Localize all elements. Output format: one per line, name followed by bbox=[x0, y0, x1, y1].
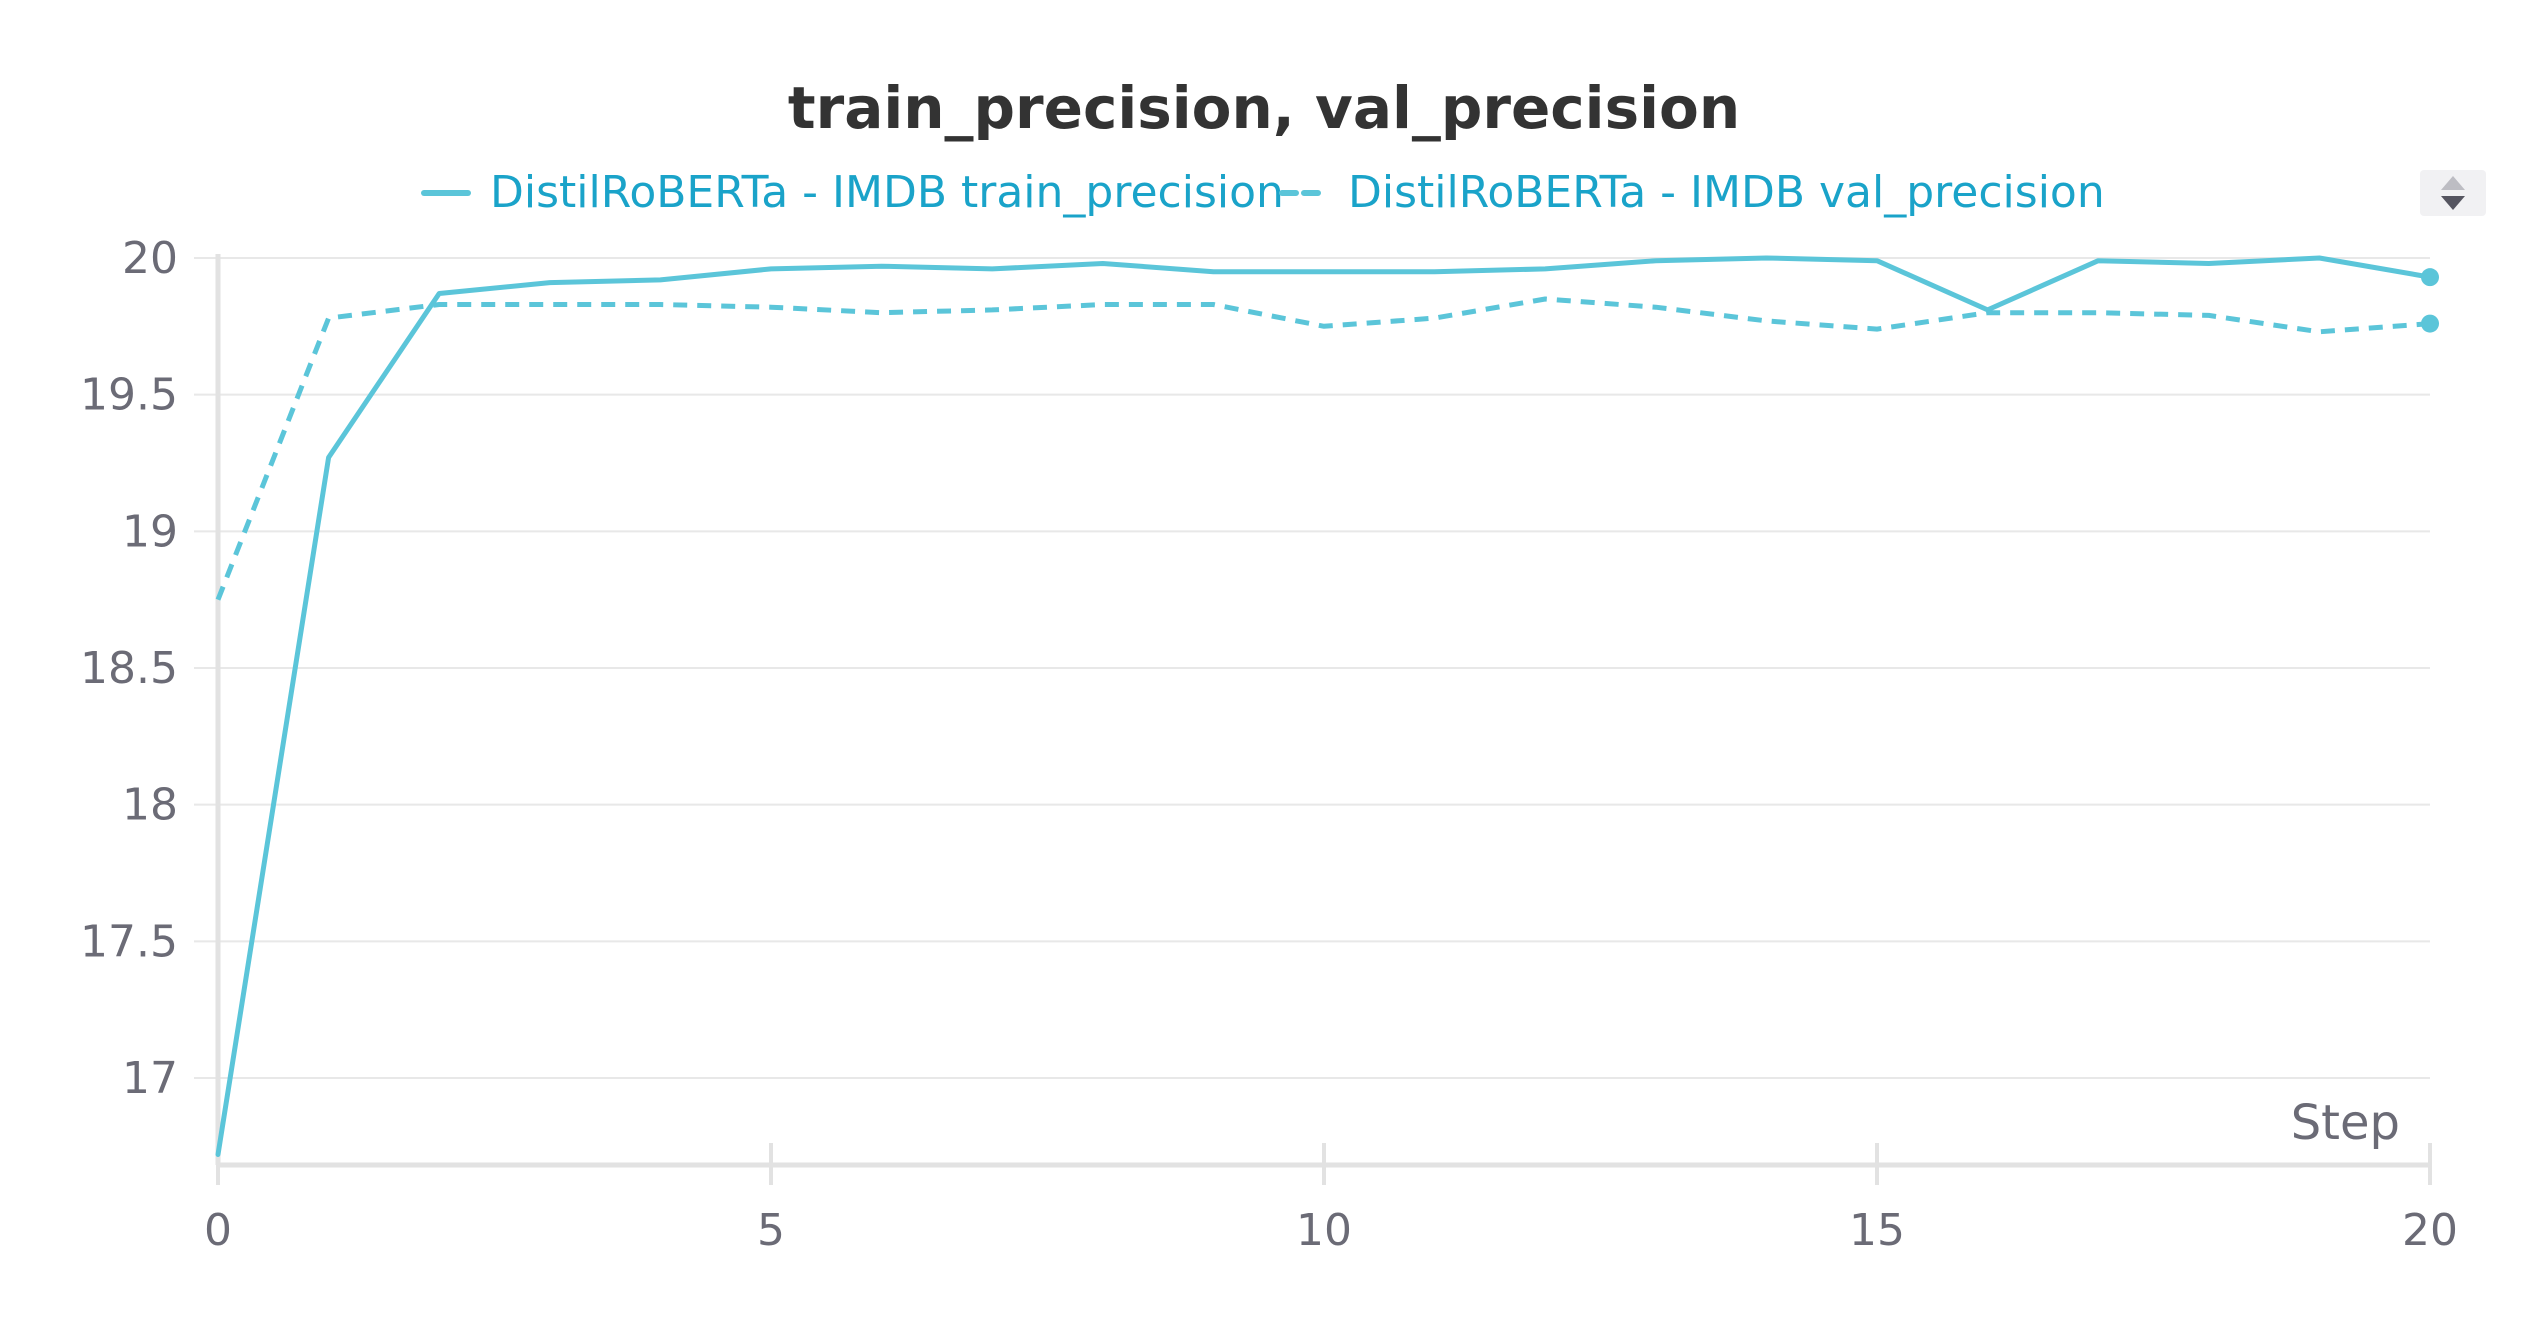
y-tick-label: 19 bbox=[122, 506, 178, 557]
series-line-val-precision bbox=[215, 296, 2431, 601]
legend-scroll-button[interactable] bbox=[2420, 170, 2486, 216]
y-tick-label: 18.5 bbox=[80, 643, 178, 694]
x-tick-label: 15 bbox=[1849, 1205, 1905, 1256]
gridlines bbox=[194, 257, 2430, 1079]
legend: DistilRoBERTa - IMDB train_precision Dis… bbox=[421, 167, 2486, 218]
x-tick-label: 0 bbox=[204, 1205, 232, 1256]
x-tick-label: 10 bbox=[1296, 1205, 1352, 1256]
series-line-train-precision bbox=[215, 255, 2433, 1157]
y-tick-label: 19.5 bbox=[80, 370, 178, 421]
x-tick-label: 5 bbox=[757, 1205, 785, 1256]
end-point-train-precision bbox=[2421, 268, 2439, 287]
legend-label-val: DistilRoBERTa - IMDB val_precision bbox=[1348, 167, 2105, 218]
y-tick-label: 17.5 bbox=[80, 916, 178, 967]
legend-item-val[interactable]: DistilRoBERTa - IMDB val_precision bbox=[1279, 167, 2105, 218]
chart-title: train_precision, val_precision bbox=[788, 74, 1740, 142]
up-down-arrows-icon bbox=[2441, 176, 2465, 210]
legend-scroll-background bbox=[2420, 170, 2486, 216]
end-point-val-precision bbox=[2421, 314, 2439, 333]
series-lines bbox=[215, 255, 2433, 1157]
y-axis-ticks: 17 17.5 18 18.5 19 19.5 20 bbox=[80, 233, 178, 1104]
series-end-points bbox=[2421, 268, 2439, 333]
legend-item-train[interactable]: DistilRoBERTa - IMDB train_precision bbox=[421, 167, 1284, 218]
x-tick-label: 20 bbox=[2402, 1205, 2458, 1256]
y-tick-label: 20 bbox=[122, 233, 178, 284]
legend-label-train: DistilRoBERTa - IMDB train_precision bbox=[490, 167, 1284, 218]
y-tick-label: 18 bbox=[122, 780, 178, 831]
x-axis-label: Step bbox=[2291, 1095, 2400, 1151]
y-tick-label: 17 bbox=[122, 1053, 178, 1104]
x-axis-ticks: 0 5 10 15 20 bbox=[204, 1143, 2458, 1256]
axes bbox=[215, 254, 2432, 1168]
